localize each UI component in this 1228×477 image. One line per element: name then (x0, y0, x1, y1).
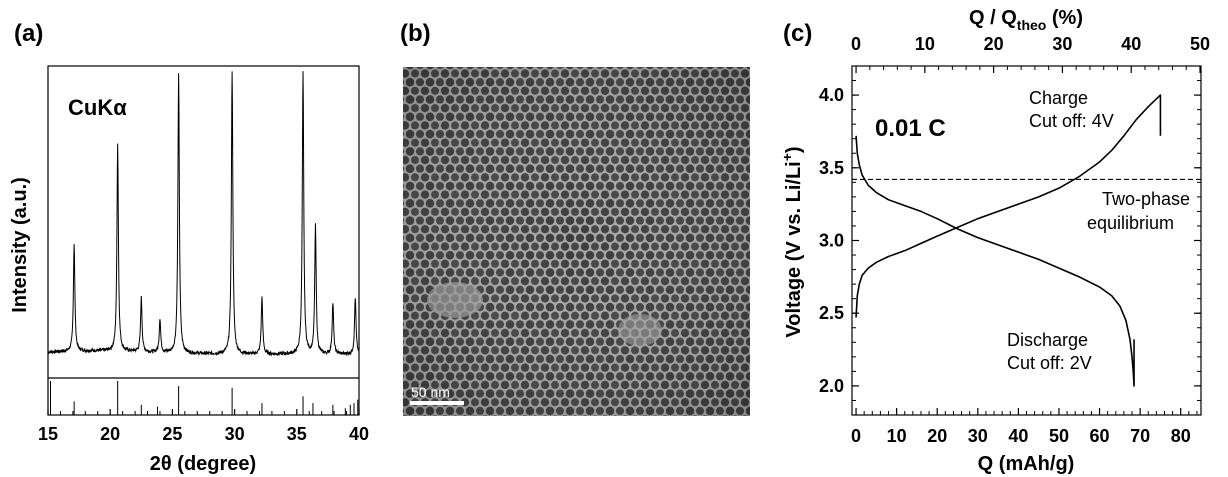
x-tick-label: 50 (1049, 426, 1069, 446)
x-tick-label: 40 (1008, 426, 1028, 446)
x-tick-label: 30 (225, 424, 245, 444)
x-tick-label: 30 (968, 426, 988, 446)
top-axis-tick-label: 50 (1190, 34, 1210, 54)
top-axis-tick-label: 0 (851, 34, 861, 54)
equilibrium-annotation-line1: Two-phase (1102, 189, 1190, 209)
x-tick-label: 20 (100, 424, 120, 444)
panel-label-a: (a) (14, 20, 44, 47)
equilibrium-annotation-line2: equilibrium (1087, 213, 1174, 233)
discharge-annotation-line2: Cut off: 2V (1007, 353, 1092, 373)
tem-image: 50 nm (403, 67, 750, 416)
y-tick-label: 4.0 (819, 85, 844, 105)
xrd-y-axis-label: Intensity (a.u.) (9, 177, 31, 313)
x-tick-label: 10 (887, 426, 907, 446)
xrd-pattern-line (48, 71, 359, 357)
voltage-x-axis-label: Q (mAh/g) (978, 453, 1075, 475)
scale-bar-label: 50 nm (411, 384, 450, 400)
voltage-profile-chart: 0 10 20 30 40 50 60 70 80 2.0 2.5 3.0 3.5 4.0 0 10 20 30 4… (779, 7, 1210, 475)
charge-annotation-line1: Charge (1029, 88, 1088, 108)
charge-annotation-line2: Cut off: 4V (1029, 111, 1114, 131)
top-axis-tick-label: 20 (984, 34, 1004, 54)
y-tick-label: 3.5 (819, 158, 844, 178)
y-tick-label: 2.0 (819, 376, 844, 396)
xrd-source-annotation: CuKα (68, 95, 127, 120)
y-axis-label-end: ) (783, 146, 805, 153)
top-axis-label-base: Q / Q (969, 7, 1017, 29)
y-axis-label-base: Voltage (V vs. Li/Li (783, 161, 805, 337)
xrd-plot-frame (47, 65, 360, 416)
x-tick-label: 0 (851, 426, 861, 446)
xrd-x-axis-label: 2θ (degree) (150, 453, 256, 475)
scale-bar (410, 401, 464, 405)
top-axis-tick-label: 40 (1121, 34, 1141, 54)
x-tick-label: 80 (1171, 426, 1191, 446)
y-axis-label-superscript: + (779, 153, 795, 161)
x-tick-label: 60 (1090, 426, 1110, 446)
c-rate-label: 0.01 C (875, 115, 946, 142)
discharge-annotation-line1: Discharge (1007, 330, 1088, 350)
tem-vignette (403, 67, 750, 416)
voltage-top-axis-label: Q / Qtheo (%) (969, 7, 1083, 33)
top-axis-tick-label: 30 (1052, 34, 1072, 54)
top-axis-label-unit: (%) (1046, 7, 1083, 29)
x-tick-label: 15 (38, 424, 58, 444)
discharge-curve (855, 135, 1135, 387)
xrd-chart: 15 20 25 30 35 40 CuKα 2θ (degree) Intensity … (9, 65, 369, 475)
top-axis-label-subscript: theo (1017, 17, 1047, 33)
charge-curve (855, 94, 1162, 318)
x-tick-label: 40 (349, 424, 369, 444)
y-tick-label: 3.0 (819, 231, 844, 251)
x-tick-label: 70 (1130, 426, 1150, 446)
panel-label-c: (c) (783, 20, 813, 47)
panel-label-b: (b) (400, 20, 431, 47)
x-tick-label: 35 (287, 424, 307, 444)
y-tick-label: 2.5 (819, 303, 844, 323)
voltage-y-axis-label: Voltage (V vs. Li/Li+) (779, 146, 805, 337)
top-axis-tick-label: 10 (915, 34, 935, 54)
x-tick-label: 20 (927, 426, 947, 446)
x-tick-label: 25 (162, 424, 182, 444)
